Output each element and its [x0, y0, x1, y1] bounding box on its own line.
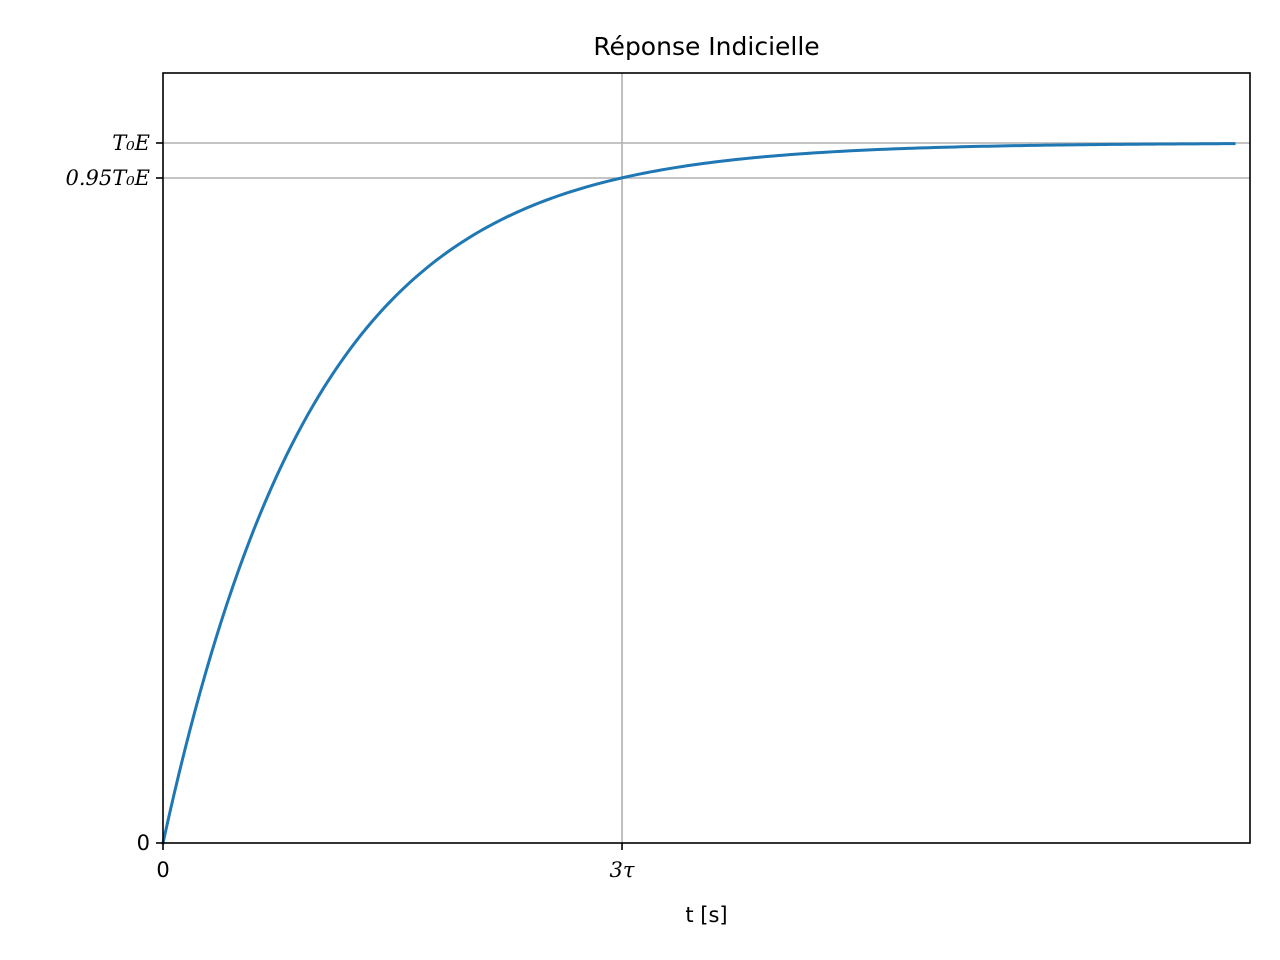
y-tick-label: T₀E: [112, 131, 150, 155]
y-tick-label: 0: [137, 831, 150, 855]
grid-layer: [163, 73, 1250, 843]
chart-title: Réponse Indicielle: [593, 32, 819, 61]
tick-layer: 0 3τ 0 0.95T₀E T₀E: [65, 131, 634, 882]
plot-frame: [162, 72, 1251, 844]
x-tick-label: 3τ: [610, 858, 635, 882]
series-line: [161, 142, 1236, 845]
series-layer: [161, 142, 1236, 845]
x-tick-label: 0: [156, 858, 169, 882]
y-tick-label: 0.95T₀E: [65, 166, 150, 190]
x-axis-label: t [s]: [685, 903, 727, 927]
